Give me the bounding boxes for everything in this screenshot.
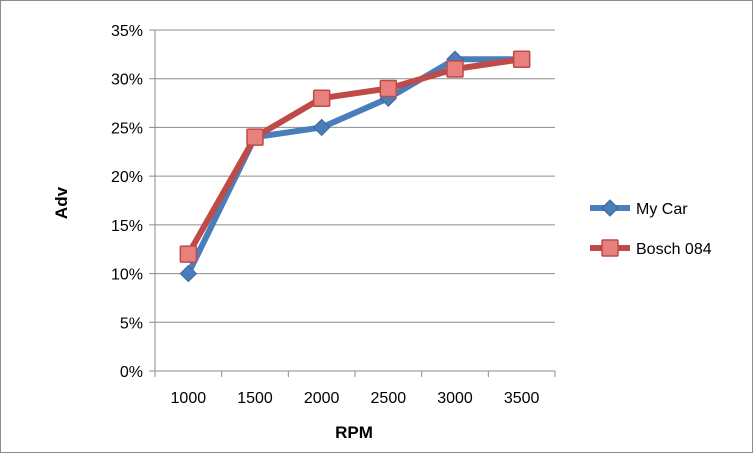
series-layer [179, 50, 531, 283]
y-tick-label: 10% [111, 267, 143, 284]
diamond-marker [312, 118, 331, 137]
x-tick-label: 3000 [437, 390, 473, 407]
gridlines [155, 29, 555, 323]
legend-label: My Car [636, 201, 688, 218]
square-marker [312, 89, 331, 107]
y-tick-label: 20% [111, 169, 143, 186]
legend-item: My Car [590, 199, 688, 218]
square-marker [246, 128, 264, 146]
x-tick-label: 1500 [237, 390, 273, 407]
y-axis-title: Adv [52, 186, 71, 219]
square-marker [179, 245, 198, 263]
legend: My Car Bosch 084 [590, 199, 712, 258]
x-tick-label: 2500 [371, 390, 407, 407]
x-tick-label: 2000 [304, 390, 340, 407]
square-marker [512, 50, 531, 68]
y-tick-label: 15% [111, 218, 143, 235]
diamond-marker [179, 264, 198, 283]
axes [149, 29, 556, 377]
y-tick-label: 30% [111, 72, 143, 89]
y-tick-label: 5% [120, 315, 143, 332]
y-tick-label: 25% [111, 120, 143, 137]
y-tick-labels: 0% 5% 10% 15% 20% 25% 30% 35% [111, 23, 143, 381]
y-tick-label: 35% [111, 23, 143, 40]
series-1 [179, 50, 531, 263]
square-marker [446, 60, 464, 78]
y-tick-label: 0% [120, 364, 143, 381]
series-0 [179, 50, 531, 283]
legend-square-marker [601, 239, 619, 257]
legend-diamond-marker [601, 199, 619, 217]
series-line [185, 56, 525, 258]
square-marker [379, 79, 398, 98]
x-axis-title: RPM [335, 423, 373, 442]
x-tick-label: 1000 [171, 390, 207, 407]
legend-label: Bosch 084 [636, 241, 712, 258]
x-tick-labels: 1000 1500 2000 2500 3000 3500 [171, 390, 540, 407]
legend-item: Bosch 084 [590, 239, 712, 258]
x-tick-label: 3500 [504, 390, 540, 407]
